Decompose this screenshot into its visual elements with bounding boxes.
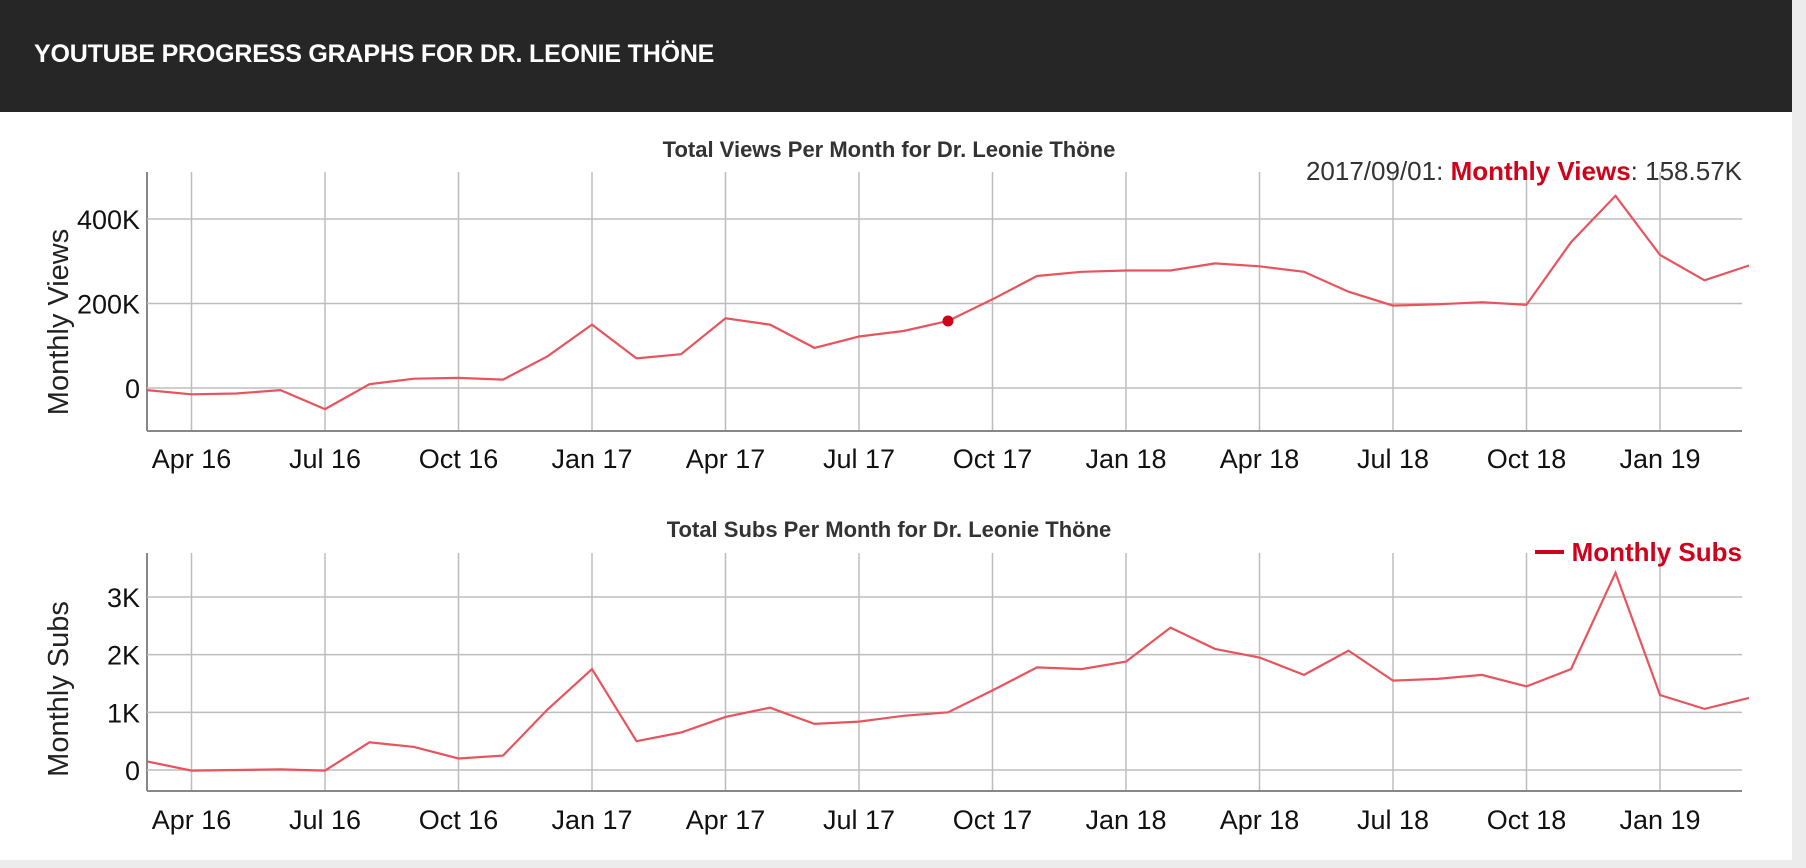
x-tick-label: Apr 18 xyxy=(1220,444,1300,474)
x-tick-label: Jan 18 xyxy=(1085,444,1166,474)
page-header: YOUTUBE PROGRESS GRAPHS FOR DR. LEONIE T… xyxy=(0,0,1792,112)
y-tick-label: 0 xyxy=(125,374,140,404)
legend-label: Monthly Subs xyxy=(1572,537,1742,567)
tooltip-series-name: Monthly Views xyxy=(1451,156,1631,186)
views-x-ticks: Apr 16 Jul 16 Oct 16 Jan 17 Apr 17 Jul 17 Oct … xyxy=(152,444,1701,474)
x-tick-label: Jul 16 xyxy=(289,444,361,474)
views-series-line xyxy=(146,194,1750,411)
x-tick-label: Jul 18 xyxy=(1357,444,1429,474)
tooltip-colon-2: : xyxy=(1631,156,1645,186)
tooltip-colon: : xyxy=(1436,156,1450,186)
x-tick-label: Jan 17 xyxy=(551,444,632,474)
x-tick-label: Apr 16 xyxy=(152,444,232,474)
x-tick-label: Jan 19 xyxy=(1619,444,1700,474)
y-tick-label: 400K xyxy=(77,205,140,235)
highlighted-data-point[interactable] xyxy=(942,315,954,327)
views-chart-title: Total Views Per Month for Dr. Leonie Thö… xyxy=(663,137,1116,162)
tooltip-date: 2017/09/01 xyxy=(1306,156,1436,186)
y-tick-label: 200K xyxy=(77,290,140,320)
views-y-axis-label: Monthly Views xyxy=(43,229,75,415)
views-grid xyxy=(146,172,1742,432)
views-tooltip: 2017/09/01: Monthly Views: 158.57K xyxy=(1306,156,1743,186)
x-tick-label: Oct 16 xyxy=(419,444,499,474)
views-data-points[interactable] xyxy=(942,315,954,327)
svg-text:2017/09/01: Monthly Views: 158: 2017/09/01: Monthly Views: 158.57K xyxy=(1306,156,1743,186)
views-y-ticks: 0 200K 400K xyxy=(77,205,140,404)
x-tick-label: Oct 17 xyxy=(953,444,1033,474)
tooltip-value: 158.57K xyxy=(1645,156,1743,186)
x-tick-label: Oct 18 xyxy=(1487,444,1567,474)
x-tick-label: Apr 17 xyxy=(686,444,766,474)
subs-legend[interactable]: Monthly Subs xyxy=(1535,537,1742,567)
page-title: YOUTUBE PROGRESS GRAPHS FOR DR. LEONIE T… xyxy=(34,40,715,68)
x-tick-label: Jul 17 xyxy=(823,444,895,474)
